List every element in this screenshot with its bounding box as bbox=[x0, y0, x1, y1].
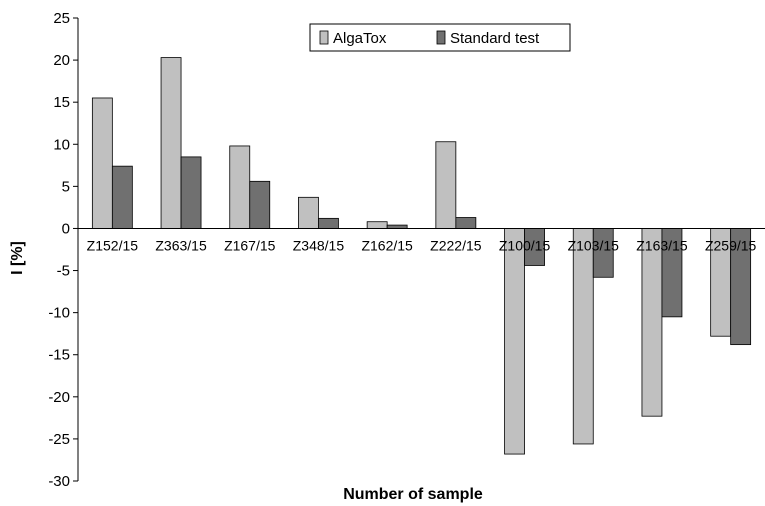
bar-standard-test bbox=[249, 180, 271, 229]
category-label: Z162/15 bbox=[361, 237, 413, 253]
y-tick-label: -25 bbox=[48, 431, 70, 448]
y-tick-label: 10 bbox=[53, 136, 70, 153]
y-axis-ticks: 25 20 15 10 5 0 -5 -10 -15 -20 -25 -30 bbox=[48, 10, 78, 490]
y-tick-label: 0 bbox=[62, 220, 70, 237]
y-tick-label: -5 bbox=[57, 263, 70, 280]
bar-algatox bbox=[160, 57, 182, 229]
bar-standard-test bbox=[386, 224, 408, 229]
category-label: Z363/15 bbox=[155, 237, 207, 253]
bar-standard-test bbox=[318, 217, 339, 229]
bar-standard-test bbox=[111, 165, 133, 229]
y-tick-label: -10 bbox=[48, 305, 70, 322]
bar-algatox bbox=[572, 228, 594, 445]
bar-algatox bbox=[435, 141, 457, 229]
y-tick-label: -30 bbox=[48, 473, 70, 490]
y-tick-label: -20 bbox=[48, 389, 70, 406]
y-tick-label: 5 bbox=[62, 178, 70, 195]
bar-standard-test bbox=[455, 217, 477, 229]
category-labels: Z152/15 Z363/15 Z167/15 Z348/15 Z162/15 Z222/… bbox=[87, 237, 757, 253]
bar-standard-test bbox=[180, 156, 202, 229]
category-label: Z348/15 bbox=[293, 237, 345, 253]
category-label: Z222/15 bbox=[430, 237, 482, 253]
legend-label-algatox: AlgaTox bbox=[333, 30, 387, 47]
bars bbox=[91, 57, 752, 455]
y-tick-label: 25 bbox=[53, 10, 70, 27]
y-axis-title: I [%] bbox=[9, 241, 26, 275]
bar-algatox bbox=[366, 221, 388, 229]
y-tick-label: 15 bbox=[53, 94, 70, 111]
category-label: Z152/15 bbox=[87, 237, 139, 253]
y-tick-label: 20 bbox=[53, 52, 70, 69]
x-axis-title: Number of sample bbox=[343, 486, 483, 503]
y-tick-label: -15 bbox=[48, 347, 70, 364]
legend-swatch-standard-test bbox=[436, 30, 446, 45]
legend-swatch-algatox bbox=[319, 30, 329, 45]
bar-algatox bbox=[641, 228, 663, 417]
bar-algatox bbox=[298, 196, 319, 229]
legend-label-standard-test: Standard test bbox=[450, 30, 540, 47]
category-label: Z259/15 bbox=[705, 237, 757, 253]
category-label: Z100/15 bbox=[499, 237, 551, 253]
bar-algatox bbox=[229, 145, 251, 229]
bar-algatox bbox=[91, 97, 113, 229]
bar-algatox bbox=[504, 228, 525, 455]
category-label: Z103/15 bbox=[568, 237, 620, 253]
legend: AlgaTox Standard test bbox=[309, 23, 571, 52]
category-label: Z163/15 bbox=[636, 237, 688, 253]
category-label: Z167/15 bbox=[224, 237, 276, 253]
